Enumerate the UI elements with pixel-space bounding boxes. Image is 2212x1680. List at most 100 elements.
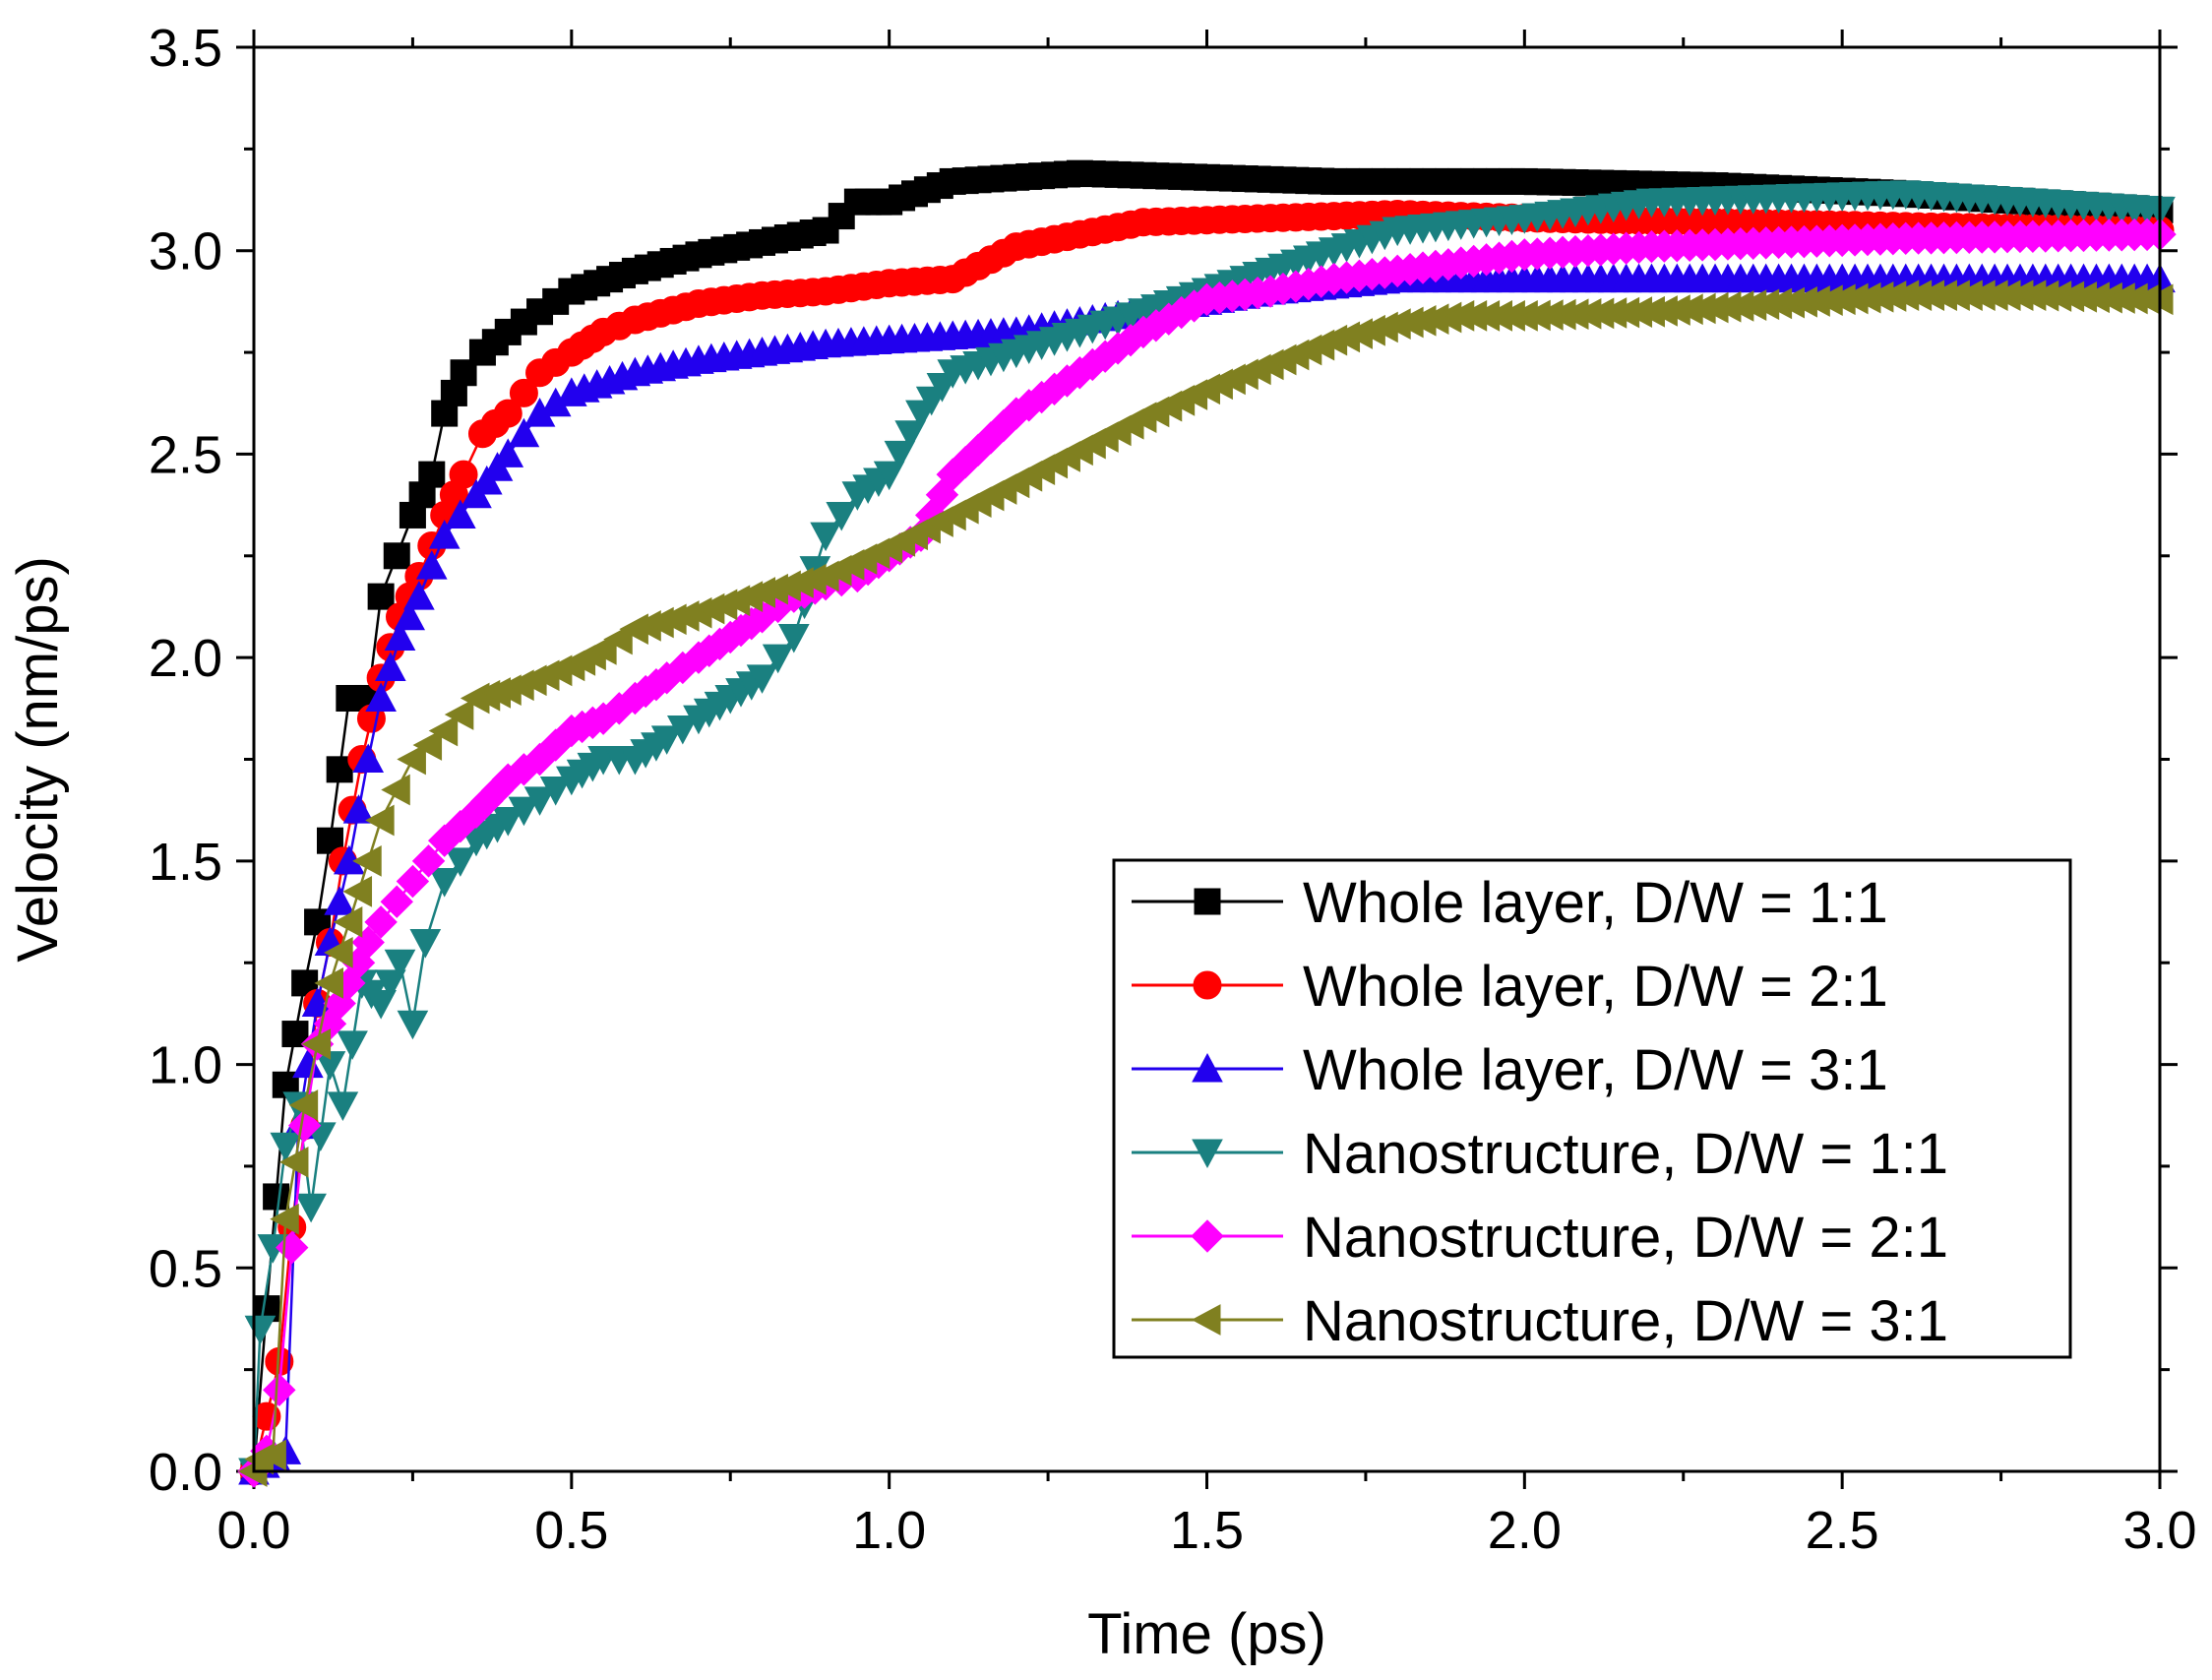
x-tick-label: 2.5 <box>1806 1501 1879 1560</box>
data-point <box>342 876 373 907</box>
data-point <box>894 420 927 450</box>
legend-label: Whole layer, D/W = 3:1 <box>1303 1038 1888 1102</box>
data-point <box>397 1010 429 1040</box>
legend-box <box>1112 858 2072 1359</box>
series-5 <box>237 218 2177 1488</box>
data-point <box>415 550 448 580</box>
data-point <box>445 499 476 529</box>
y-tick-label: 1.5 <box>149 833 222 892</box>
data-point <box>397 743 426 776</box>
legend-marker <box>1192 1139 1223 1169</box>
y-tick-label: 0.5 <box>149 1239 222 1298</box>
data-point <box>352 845 382 877</box>
data-point <box>394 600 426 631</box>
data-point <box>746 664 778 694</box>
data-point <box>364 905 398 939</box>
series-4 <box>238 180 2176 1488</box>
y-tick-label: 2.0 <box>149 629 222 688</box>
data-point <box>263 1183 290 1211</box>
axes: 0.0 0.5 1.0 1.5 2.0 2.5 3.0 0.0 0.5 1.0 1.5 2.0 2.5 3… <box>149 19 2197 1560</box>
data-point <box>403 581 435 610</box>
data-point <box>380 885 413 918</box>
data-point <box>508 417 540 448</box>
legend-label: Whole layer, D/W = 2:1 <box>1303 955 1888 1019</box>
legend-label: Nanostructure, D/W = 2:1 <box>1303 1206 1948 1270</box>
data-point <box>428 520 461 549</box>
x-axis-title: Time (ps) <box>1087 1602 1326 1666</box>
data-point <box>342 794 375 824</box>
data-point <box>428 715 459 747</box>
data-point <box>445 847 476 877</box>
data-point <box>365 804 395 837</box>
data-point <box>374 969 406 999</box>
data-point <box>314 967 343 999</box>
data-point <box>288 1089 319 1121</box>
legend-entry: Nanostructure, D/W = 2:1 <box>1132 1206 1948 1270</box>
series-1 <box>240 159 2174 1485</box>
data-point <box>396 864 430 899</box>
x-tick-label: 0.5 <box>534 1501 608 1560</box>
data-point <box>666 715 699 745</box>
data-point <box>365 990 397 1020</box>
data-series <box>237 159 2177 1488</box>
data-point <box>381 774 410 806</box>
data-point <box>384 949 416 979</box>
data-point <box>270 1203 299 1235</box>
data-point <box>278 1146 309 1178</box>
data-point <box>333 906 363 938</box>
data-point <box>418 461 446 488</box>
data-point <box>810 522 841 552</box>
data-point <box>884 440 916 470</box>
data-point <box>365 682 397 712</box>
data-point <box>449 460 478 489</box>
data-point <box>873 461 905 491</box>
plot-frame <box>252 45 2162 1473</box>
data-point <box>270 1132 302 1162</box>
x-tick-label: 3.0 <box>2122 1501 2196 1560</box>
data-point <box>384 621 416 651</box>
y-tick-label: 3.0 <box>149 222 222 281</box>
legend-entry: Whole layer, D/W = 2:1 <box>1132 955 1888 1019</box>
data-point <box>352 743 385 773</box>
data-point <box>444 699 474 730</box>
data-point <box>428 868 461 898</box>
legend-label: Nanostructure, D/W = 1:1 <box>1303 1122 1948 1186</box>
x-tick-label: 1.0 <box>852 1501 926 1560</box>
data-point <box>374 652 406 681</box>
data-point <box>777 623 810 653</box>
data-point <box>650 725 683 755</box>
legend-entry: Nanostructure, D/W = 3:1 <box>1132 1289 1948 1353</box>
legend-entry: Nanostructure, D/W = 1:1 <box>1132 1122 1948 1186</box>
legend-marker <box>1192 1052 1223 1083</box>
legend: Whole layer, D/W = 1:1 Whole layer, D/W =… <box>1112 858 2072 1359</box>
data-point <box>826 501 858 531</box>
legend-marker <box>1191 1304 1221 1336</box>
x-tick-label: 2.0 <box>1488 1501 1562 1560</box>
y-tick-label: 3.5 <box>149 19 222 78</box>
y-tick-label: 2.5 <box>149 425 222 484</box>
legend-entry: Whole layer, D/W = 1:1 <box>1132 871 1888 935</box>
data-point <box>523 786 556 816</box>
y-tick-label: 1.0 <box>149 1036 222 1095</box>
legend-marker <box>1193 970 1222 1000</box>
data-point <box>493 399 522 428</box>
data-point <box>762 644 794 674</box>
data-point <box>492 807 524 837</box>
legend-marker <box>1191 1219 1224 1253</box>
data-point <box>409 929 442 959</box>
x-tick-label: 1.5 <box>1170 1501 1244 1560</box>
data-point <box>492 438 524 467</box>
data-point <box>324 937 353 968</box>
data-point <box>412 729 443 761</box>
data-point <box>337 1030 368 1060</box>
data-point <box>327 1091 359 1121</box>
legend-marker <box>1194 888 1221 915</box>
data-point <box>508 796 540 827</box>
data-point <box>301 1028 332 1060</box>
data-point <box>316 827 343 854</box>
data-point <box>539 777 572 806</box>
data-point <box>257 1439 286 1471</box>
series-6 <box>237 280 2174 1487</box>
data-point <box>263 1373 296 1407</box>
